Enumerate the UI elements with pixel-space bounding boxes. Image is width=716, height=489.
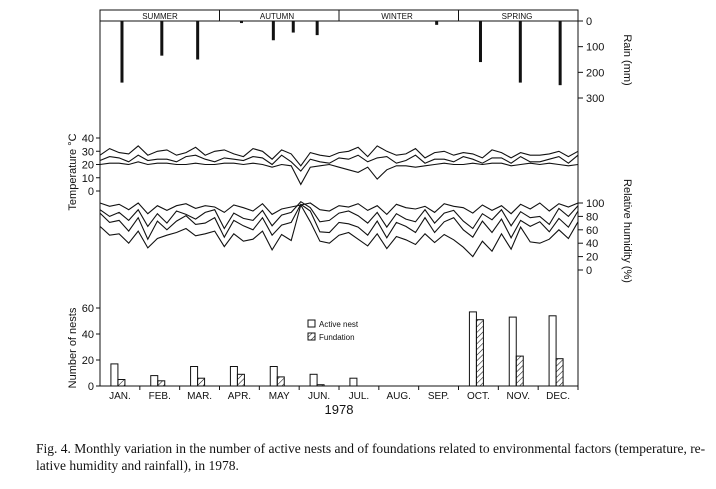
temperature-tick-label: 10	[82, 173, 94, 185]
season-label-autumn: AUTUMN	[260, 12, 294, 21]
season-dividers	[219, 10, 459, 21]
rain-axis-title: Rain (mm)	[621, 34, 633, 85]
legend-swatch-fundation	[307, 332, 316, 341]
active-nest-bar	[150, 375, 159, 387]
figure-caption: Fig. 4. Monthly variation in the number …	[36, 440, 708, 474]
nests-axis: 0 20 40 60	[82, 303, 100, 393]
rain-tick-label: 300	[586, 93, 604, 105]
rain-bar	[291, 21, 295, 33]
humidity-lines	[99, 200, 579, 258]
humidity-tick-label: 80	[586, 211, 598, 223]
month-tick-label: AUG.	[387, 391, 411, 402]
nests-tick-label: 20	[82, 355, 94, 367]
rain-bar	[160, 21, 164, 56]
fundation-bar	[515, 355, 524, 387]
legend-swatch-active	[307, 319, 316, 328]
rain-bar	[518, 21, 522, 83]
month-tick-label: JAN.	[109, 391, 131, 402]
rain-bar	[558, 21, 562, 86]
temperature-series-line	[99, 145, 579, 167]
month-tick-label: DEC.	[546, 391, 570, 402]
nests-bars	[110, 311, 564, 387]
rain-bar	[239, 21, 243, 24]
rain-axis: 0 100 200 300	[578, 16, 604, 105]
active-nest-bar	[548, 315, 557, 387]
rain-tick-label: 200	[586, 67, 604, 79]
temperature-series-line	[99, 161, 579, 186]
humidity-tick-label: 60	[586, 225, 598, 237]
fundation-bar	[276, 376, 285, 387]
x-axis-title: 1978	[325, 402, 354, 417]
nests-axis-title: Number of nests	[67, 307, 79, 388]
legend: Active nest Fundation	[307, 319, 359, 342]
active-nest-bar	[349, 377, 358, 387]
season-label-winter: WINTER	[381, 12, 413, 21]
legend-label-active: Active nest	[319, 320, 359, 329]
active-nest-bar	[229, 366, 238, 387]
humidity-series-line	[99, 202, 579, 216]
month-tick-label: FEB.	[149, 391, 171, 402]
active-nest-bar	[309, 373, 318, 387]
humidity-series-line	[99, 203, 579, 241]
temperature-axis-title: Temperature °C	[67, 133, 79, 210]
fundation-bar	[555, 358, 564, 387]
nests-tick-label: 60	[82, 303, 94, 315]
legend-label-fundation: Fundation	[319, 333, 355, 342]
active-nest-bar	[110, 363, 119, 387]
nests-tick-label: 0	[88, 381, 94, 393]
humidity-series-line	[99, 200, 579, 230]
fundation-bar	[117, 379, 126, 387]
month-tick-label: JUL.	[349, 391, 370, 402]
humidity-tick-label: 20	[586, 252, 598, 264]
humidity-tick-label: 0	[586, 265, 592, 277]
rain-bar	[120, 21, 124, 83]
rain-bar	[196, 21, 200, 60]
month-tick-labels: JAN. FEB. MAR. APR. MAY JUN. JUL. AUG. SEP. OCT. N…	[109, 386, 579, 402]
fundation-bar	[236, 373, 245, 387]
rain-bars	[120, 21, 562, 86]
temperature-tick-label: 30	[82, 146, 94, 158]
active-nest-bar	[468, 311, 477, 387]
temperature-lines	[99, 145, 579, 186]
rain-tick-label: 100	[586, 42, 604, 54]
temperature-tick-label: 20	[82, 160, 94, 172]
month-tick-label: APR.	[228, 391, 251, 402]
season-label-summer: SUMMER	[142, 12, 178, 21]
fundation-bar	[157, 380, 166, 387]
humidity-tick-label: 40	[586, 238, 598, 250]
fundation-bar	[316, 384, 325, 387]
temperature-series-line	[99, 154, 579, 172]
month-tick-label: SEP.	[428, 391, 450, 402]
active-nest-bar	[508, 316, 517, 387]
month-tick-label: JUN.	[308, 391, 330, 402]
active-nest-bar	[269, 366, 278, 387]
rain-tick-label: 0	[586, 16, 592, 28]
temperature-tick-label: 40	[82, 133, 94, 145]
humidity-series-line	[99, 203, 579, 258]
rain-bar	[478, 21, 482, 63]
active-nest-bar	[190, 366, 199, 387]
month-tick-label: OCT.	[467, 391, 490, 402]
fundation-bar	[475, 319, 484, 387]
month-tick-label: MAR.	[187, 391, 212, 402]
humidity-axis-title: Relative humidity (%)	[621, 179, 633, 283]
fundation-bar	[197, 377, 206, 387]
nests-tick-label: 40	[82, 329, 94, 341]
humidity-tick-label: 100	[586, 198, 604, 210]
season-label-spring: SPRING	[502, 12, 533, 21]
temperature-tick-label: 0	[88, 186, 94, 198]
rain-bar	[271, 21, 275, 41]
month-tick-label: MAY	[269, 391, 290, 402]
rain-bar	[315, 21, 319, 36]
month-tick-label: NOV.	[506, 391, 530, 402]
caption-line-1: Fig. 4. Monthly variation in the number …	[36, 441, 706, 456]
caption-line-2: lative humidity and rainfall), in 1978.	[36, 458, 239, 473]
rain-bar	[435, 21, 439, 25]
